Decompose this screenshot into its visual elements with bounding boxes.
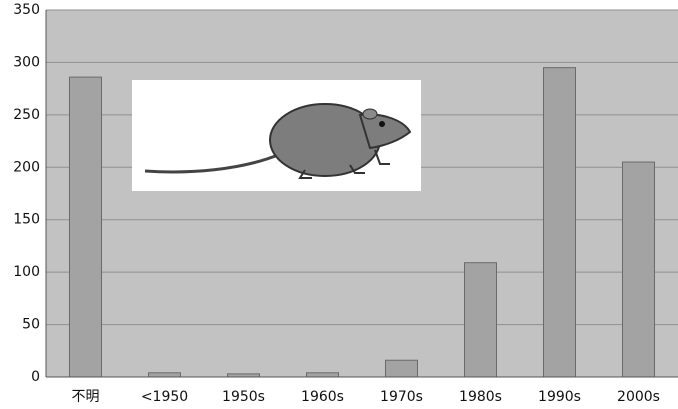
y-tick-label: 200 [13, 159, 40, 175]
y-tick-label: 50 [22, 317, 40, 333]
y-tick-label: 100 [13, 264, 40, 280]
plot-area [46, 10, 678, 377]
bar [149, 373, 181, 377]
x-tick-label: 2000s [617, 389, 660, 405]
y-tick-label: 150 [13, 212, 40, 228]
x-tick-label: <1950 [141, 389, 188, 405]
chart: 0 50 100 150 200 250 300 350 不明 <1950 1950s 1960s 19… [0, 0, 678, 409]
bar [623, 162, 655, 377]
y-tick-label: 250 [13, 107, 40, 123]
y-tick-label: 0 [31, 369, 40, 385]
x-tick-label: 1960s [301, 389, 344, 405]
x-tick-label: 1970s [380, 389, 423, 405]
x-tick-label: 1990s [538, 389, 581, 405]
page: {"chart_data": {"type": "bar", "categori… [0, 0, 678, 409]
bar [386, 360, 418, 377]
x-tick-label: 不明 [72, 389, 100, 405]
bar [465, 263, 497, 377]
y-tick-label: 350 [13, 2, 40, 18]
bar [307, 373, 339, 377]
y-tick-label: 300 [13, 54, 40, 70]
rat-illustration [132, 80, 421, 191]
x-tick-label: 1950s [222, 389, 265, 405]
bar [70, 77, 102, 377]
bar [544, 68, 576, 377]
x-tick-label: 1980s [459, 389, 502, 405]
